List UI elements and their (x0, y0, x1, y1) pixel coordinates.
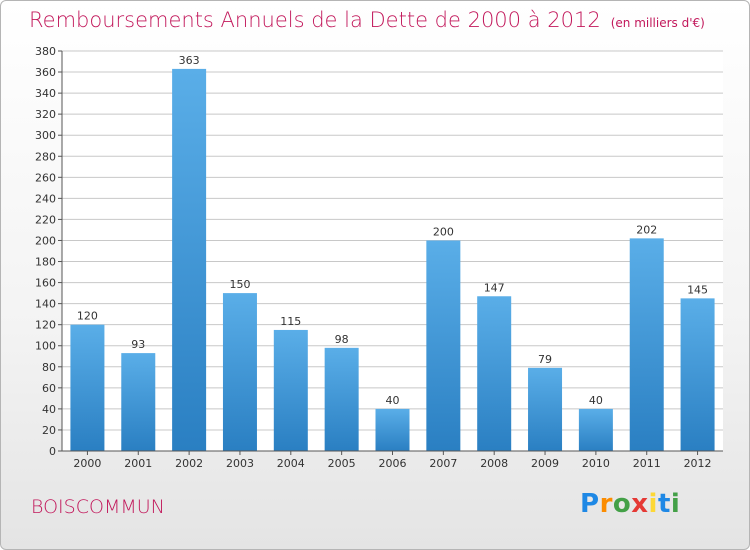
data-label: 40 (386, 394, 400, 407)
chart-title-main: Remboursements Annuels de la Dette de 20… (29, 8, 601, 32)
bar (375, 408, 410, 451)
x-tick-label: 2006 (379, 457, 407, 470)
data-label: 93 (131, 338, 145, 351)
bars-layer: 120 93 363 150 115 98 40 200 147 79 40 202 145 (70, 54, 715, 451)
bar (426, 240, 461, 451)
y-tick-label: 40 (42, 403, 56, 416)
bar (680, 298, 715, 451)
x-tick-label: 2000 (73, 457, 101, 470)
data-label: 79 (538, 353, 552, 366)
proxiti-logo: Proxiti (580, 489, 680, 519)
bar (70, 324, 105, 451)
data-label: 202 (636, 223, 657, 236)
y-tick-label: 100 (35, 340, 56, 353)
bar (528, 367, 563, 451)
y-tick-label: 20 (42, 424, 56, 437)
y-tick-label: 220 (35, 213, 56, 226)
x-tick-label: 2004 (277, 457, 305, 470)
grid-layer (62, 50, 723, 452)
bar (172, 68, 207, 451)
y-tick-label: 320 (35, 108, 56, 121)
x-tick-label: 2007 (429, 457, 457, 470)
bar (324, 347, 359, 451)
data-label: 145 (687, 283, 708, 296)
x-tick-label: 2008 (480, 457, 508, 470)
bar (222, 293, 257, 451)
x-tick-label: 2003 (226, 457, 254, 470)
y-tick-label: 300 (35, 129, 56, 142)
town-name: BOISCOMMUN (31, 496, 165, 518)
y-tick-label: 240 (35, 192, 56, 205)
x-tick-label: 2009 (531, 457, 559, 470)
y-tick-label: 360 (35, 66, 56, 79)
y-tick-label: 280 (35, 150, 56, 163)
bar (477, 296, 512, 451)
y-tick-label: 340 (35, 87, 56, 100)
data-label: 115 (280, 315, 301, 328)
plot-area (62, 51, 723, 451)
x-tick-label: 2012 (684, 457, 712, 470)
y-tick-label: 0 (49, 445, 56, 458)
x-tick-label: 2002 (175, 457, 203, 470)
logo-letter: i (670, 489, 681, 519)
x-tick-label: 2010 (582, 457, 610, 470)
bar (273, 329, 308, 451)
data-label: 200 (433, 225, 454, 238)
bar (629, 238, 664, 451)
chart-title: Remboursements Annuels de la Dette de 20… (29, 8, 705, 32)
logo-letter: P (580, 489, 600, 519)
data-label: 363 (179, 54, 200, 67)
x-tick-label: 2001 (124, 457, 152, 470)
y-tick-label: 120 (35, 319, 56, 332)
y-tick-label: 60 (42, 382, 56, 395)
y-tick-label: 160 (35, 277, 56, 290)
y-tick-label: 80 (42, 361, 56, 374)
axis-layer: 0204060801001201401601802002202402602803… (35, 45, 723, 470)
bar-chart: 120 93 363 150 115 98 40 200 147 79 40 202 145 0 20 40… (35, 45, 723, 470)
data-label: 120 (77, 310, 98, 323)
data-label: 147 (484, 281, 505, 294)
x-tick-label: 2011 (633, 457, 661, 470)
chart-title-unit: (en milliers d'€) (610, 16, 705, 30)
y-tick-label: 140 (35, 298, 56, 311)
logo-letter: i (648, 489, 658, 519)
logo-letter: t (657, 489, 671, 519)
logo-letter: r (599, 489, 613, 519)
bar (121, 353, 156, 451)
logo-letter: o (612, 489, 632, 519)
data-label: 98 (335, 333, 349, 346)
logo-letter: x (631, 489, 649, 519)
y-tick-label: 380 (35, 45, 56, 58)
y-tick-label: 180 (35, 256, 56, 269)
y-tick-label: 200 (35, 234, 56, 247)
data-label: 150 (229, 278, 250, 291)
bar (578, 408, 613, 451)
x-tick-label: 2005 (328, 457, 356, 470)
data-label: 40 (589, 394, 603, 407)
y-tick-label: 260 (35, 171, 56, 184)
